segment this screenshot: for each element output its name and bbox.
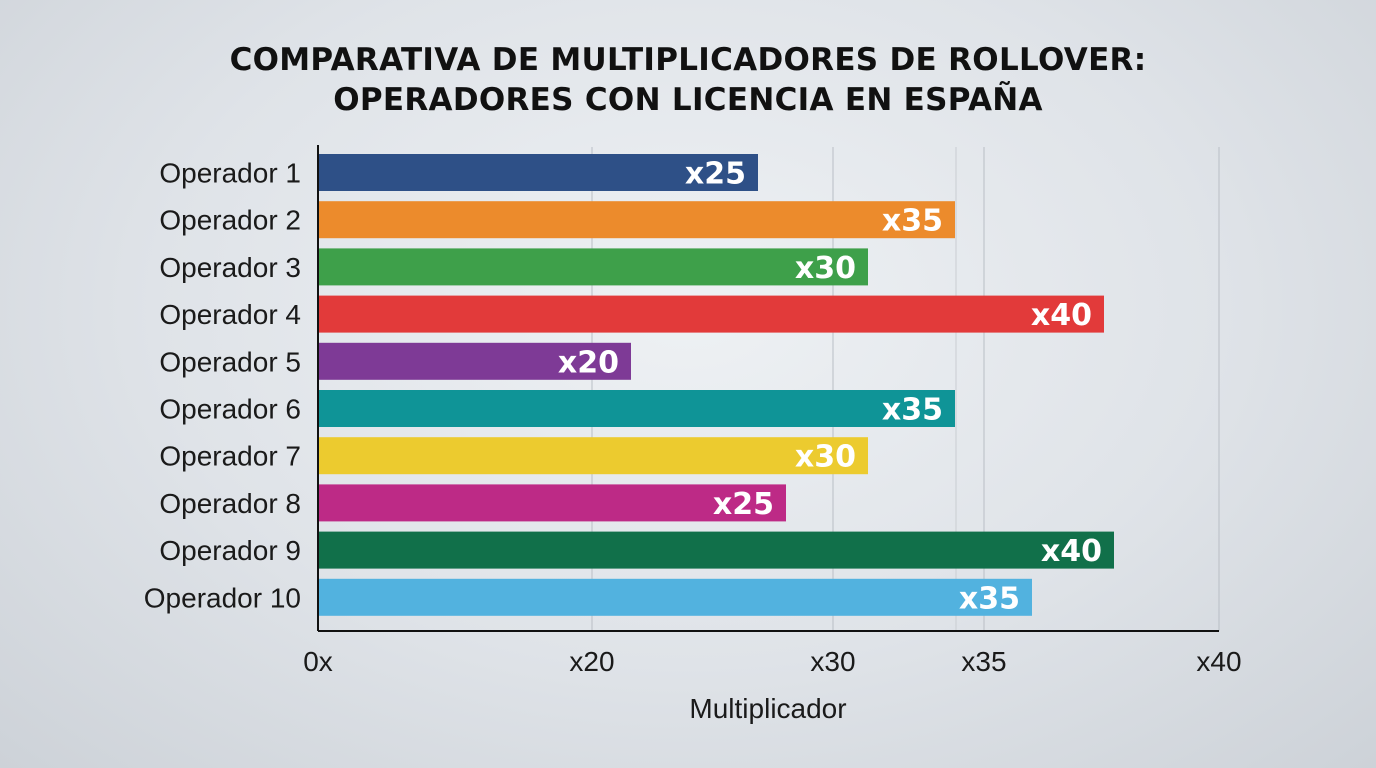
bar-1: [318, 154, 758, 191]
category-label-9: Operador 9: [159, 535, 301, 566]
chart-title-line-2: OPERADORES CON LICENCIA EN ESPAÑA: [333, 82, 1043, 118]
bar-4: [318, 295, 1104, 333]
chart-title-line-1: COMPARATIVA DE MULTIPLICADORES DE ROLLOV…: [229, 42, 1147, 78]
bar-data-label-4: x40: [1031, 298, 1092, 333]
category-label-7: Operador 7: [159, 441, 301, 472]
bar-data-label-10: x35: [959, 581, 1020, 616]
bar-data-label-2: x35: [882, 204, 943, 239]
bar-8: [318, 484, 786, 522]
category-label-6: Operador 6: [159, 394, 301, 425]
x-tick-label-4: x35: [961, 646, 1006, 677]
x-tick-label-1: 0x: [303, 646, 333, 677]
bar-data-label-7: x30: [795, 440, 856, 475]
x-tick-label-3: x30: [810, 646, 855, 677]
category-label-4: Operador 4: [159, 299, 301, 330]
x-tick-label-2: x20: [569, 646, 614, 677]
x-axis-label: Multiplicador: [689, 693, 846, 724]
bar-data-label-8: x25: [713, 487, 774, 522]
category-label-2: Operador 2: [159, 205, 301, 236]
category-label-3: Operador 3: [159, 252, 301, 283]
bar-2: [318, 201, 955, 239]
bar-data-label-3: x30: [795, 251, 856, 286]
bar-5: [318, 342, 631, 380]
category-label-10: Operador 10: [144, 582, 301, 613]
category-label-1: Operador 1: [159, 158, 301, 189]
bar-10: [318, 578, 1032, 616]
category-label-5: Operador 5: [159, 346, 301, 377]
category-label-8: Operador 8: [159, 488, 301, 519]
bar-3: [318, 248, 868, 286]
bar-9: [318, 531, 1114, 569]
bar-data-label-1: x25: [685, 157, 746, 192]
x-tick-label-5: x40: [1196, 646, 1241, 677]
bar-data-label-9: x40: [1041, 534, 1102, 569]
bar-data-label-6: x35: [882, 393, 943, 428]
bar-data-label-5: x20: [558, 345, 619, 380]
bar-7: [318, 437, 868, 475]
bar-6: [318, 390, 955, 427]
